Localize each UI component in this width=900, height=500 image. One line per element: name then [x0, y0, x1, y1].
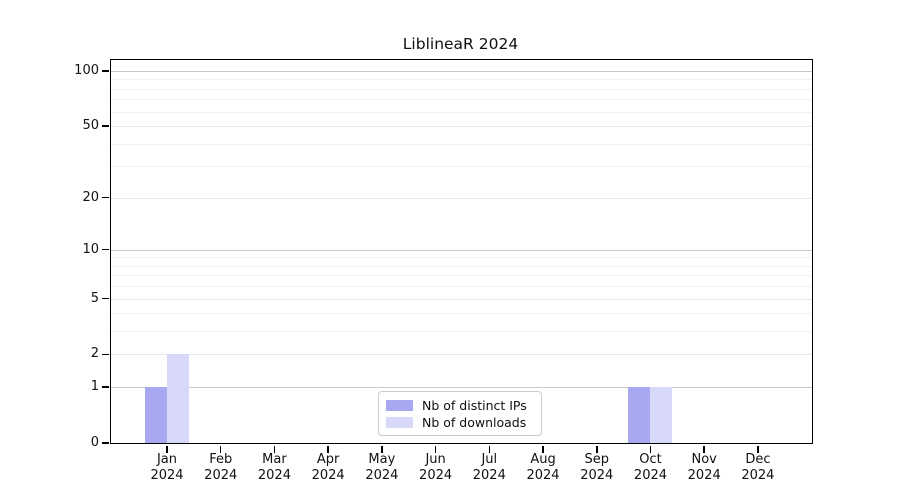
bar-distinct-ips-oct-2024 [628, 387, 651, 443]
x-axis-label: Jan 2024 [150, 452, 184, 483]
gridline-minor [111, 257, 812, 259]
gridline-minor [111, 99, 812, 101]
legend-item-distinct-ips: Nb of distinct IPs [386, 397, 534, 414]
gridline-major [111, 387, 812, 389]
bar-distinct-ips-jan-2024 [145, 387, 167, 443]
y-axis-label: 2 [90, 346, 99, 362]
x-axis-tick [327, 446, 329, 453]
gridline-minor [111, 331, 812, 333]
y-axis-tick [102, 353, 109, 356]
y-axis-label: 10 [82, 241, 99, 257]
y-axis-label: 100 [74, 63, 99, 78]
gridline-minor [111, 111, 812, 113]
x-axis-label: Jun 2024 [419, 452, 453, 483]
y-axis-label: 20 [82, 189, 99, 205]
x-axis-label: Apr 2024 [311, 452, 345, 483]
x-axis-tick [166, 446, 168, 453]
y-axis-label: 5 [90, 290, 99, 306]
legend-label-distinct-ips: Nb of distinct IPs [422, 398, 527, 413]
y-axis-label: 1 [90, 379, 99, 395]
gridline-mid [111, 354, 812, 356]
gridline-minor [111, 166, 812, 168]
x-axis-tick [649, 446, 652, 453]
gridline-major [111, 249, 812, 251]
gridline-minor [111, 265, 812, 267]
y-axis-tick [102, 125, 109, 127]
gridline-minor [111, 88, 812, 90]
x-axis-label: Oct 2024 [633, 452, 668, 483]
x-axis-tick [757, 446, 759, 453]
x-axis-tick [381, 446, 383, 453]
gridline-minor [111, 143, 812, 145]
y-axis-tick [102, 442, 109, 444]
x-axis-label: Aug 2024 [526, 452, 560, 483]
x-axis-tick [434, 446, 437, 453]
y-axis-label: 0 [90, 435, 99, 450]
y-axis-label: 50 [82, 118, 99, 134]
gridline-minor [111, 286, 812, 288]
bar-downloads-jan-2024 [167, 354, 189, 443]
x-axis-tick [488, 446, 491, 453]
x-axis-tick [273, 446, 276, 453]
legend-label-downloads: Nb of downloads [422, 415, 527, 430]
x-axis-label: Dec 2024 [741, 452, 775, 483]
x-axis-tick [542, 446, 544, 453]
chart-title: LiblineaR 2024 [402, 35, 519, 53]
legend-swatch-distinct-ips [386, 400, 413, 411]
gridline-major [111, 71, 812, 72]
x-axis-label: Jul 2024 [472, 452, 506, 483]
x-axis-tick [219, 446, 222, 453]
x-axis-tick [596, 446, 598, 453]
x-axis-label: Feb 2024 [204, 452, 238, 483]
gridline-mid [111, 298, 812, 300]
x-axis-label: Nov 2024 [687, 452, 721, 483]
plot-area: 0 1 2 5 10 20 50 100 Jan 2024 Feb 2024 Mar 2024 Apr… [74, 59, 813, 483]
gridline-minor [111, 275, 812, 277]
x-axis-label: Sep 2024 [580, 452, 614, 483]
legend: Nb of distinct IPs Nb of downloads [378, 391, 542, 436]
y-axis-tick [102, 196, 109, 199]
x-axis-tick [703, 446, 705, 453]
y-axis-tick [102, 248, 109, 251]
y-axis-tick [102, 297, 109, 300]
gridline-mid [111, 126, 812, 128]
bar-downloads-oct-2024 [650, 387, 673, 443]
legend-swatch-downloads [386, 417, 413, 428]
x-axis-label: May 2024 [365, 452, 399, 483]
y-axis-tick [102, 70, 109, 72]
gridline-mid [111, 197, 812, 199]
x-axis-label: Mar 2024 [257, 452, 291, 483]
y-axis-tick [102, 386, 109, 388]
legend-item-downloads: Nb of downloads [386, 414, 534, 431]
gridline-minor [111, 313, 812, 315]
gridline-minor [111, 79, 812, 81]
